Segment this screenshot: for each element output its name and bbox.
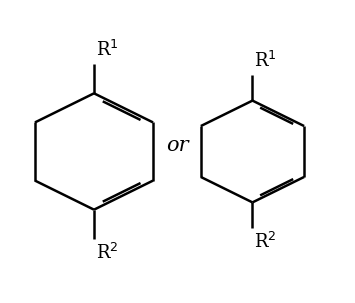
Text: or: or	[166, 136, 189, 155]
Text: R$^1$: R$^1$	[254, 51, 277, 71]
Text: R$^1$: R$^1$	[96, 40, 118, 60]
Text: R$^2$: R$^2$	[96, 243, 118, 263]
Text: R$^2$: R$^2$	[254, 232, 277, 252]
